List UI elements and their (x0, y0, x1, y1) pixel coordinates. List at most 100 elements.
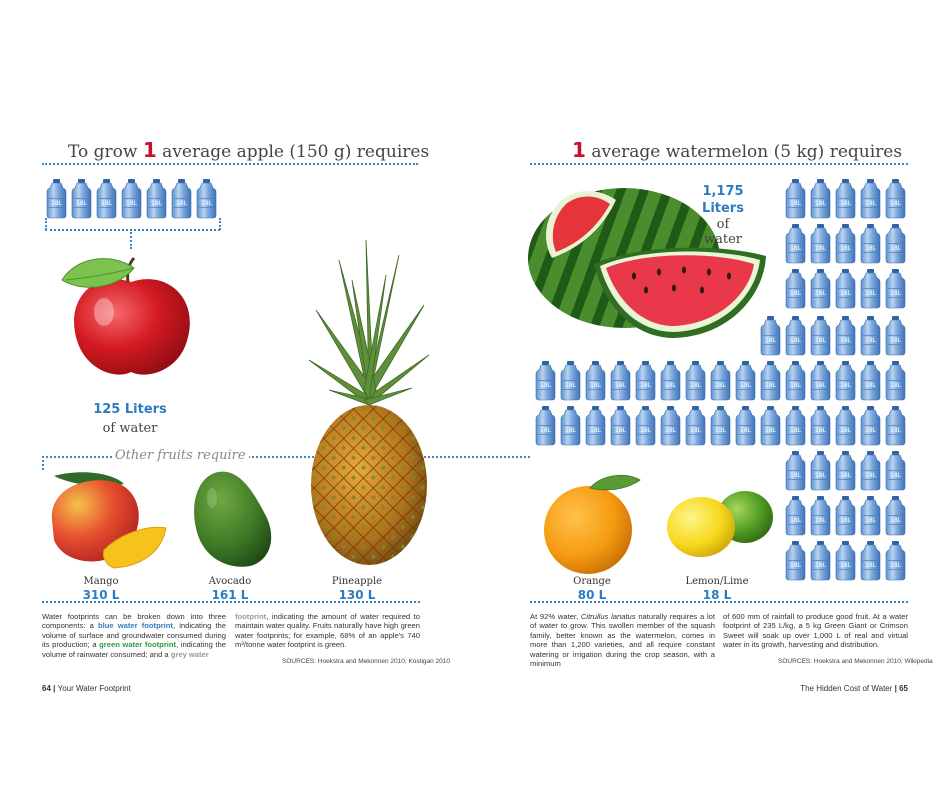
left-bottom-rule (42, 601, 420, 603)
water-bottle-icon: 18L (785, 269, 806, 309)
water-bottle-icon: 18L (810, 451, 831, 491)
svg-text:18L: 18L (690, 382, 702, 389)
text-green-term: green water footprint (99, 640, 177, 650)
water-bottle-icon: 18L (560, 361, 581, 401)
apple-bottle-row: 18L 18L 18L 18L 18L 18L 18L (46, 179, 226, 221)
footer-title: The Hidden Cost of Water (800, 684, 893, 693)
other-fruits-rule (42, 456, 112, 458)
fruit-value-mango: 310 L (82, 588, 120, 602)
text-span: At 92% water, (530, 612, 581, 621)
lemon-lime-image (667, 491, 773, 557)
water-bottle-icon: 18L (835, 361, 856, 401)
water-bottle-icon: 18L (860, 316, 881, 356)
orange-image (544, 474, 641, 574)
fruit-value-lemon-lime: 18 L (702, 588, 732, 602)
svg-text:18L: 18L (815, 245, 827, 252)
water-bottle-icon: 18L (835, 406, 856, 446)
svg-text:18L: 18L (815, 517, 827, 524)
svg-text:18L: 18L (615, 427, 627, 434)
svg-text:18L: 18L (865, 337, 877, 344)
svg-text:18L: 18L (126, 200, 138, 207)
water-bottle-icon: 18L (171, 179, 192, 219)
water-bottle-icon: 18L (810, 269, 831, 309)
svg-text:18L: 18L (540, 382, 552, 389)
apple-of-water: of water (102, 421, 158, 436)
page-number: 65 (899, 684, 908, 693)
svg-text:18L: 18L (51, 200, 63, 207)
water-bottle-icon: 18L (46, 179, 67, 219)
text-span: naturally requires a lot of water to gro… (530, 612, 715, 669)
water-bottle-icon: 18L (735, 361, 756, 401)
water-bottle-icon: 18L (785, 361, 806, 401)
svg-text:18L: 18L (590, 427, 602, 434)
text-grey-term: grey water (170, 649, 209, 659)
svg-text:18L: 18L (865, 245, 877, 252)
pineapple-image (308, 240, 430, 565)
water-bottle-icon: 18L (835, 316, 856, 356)
title-suffix: average watermelon (5 kg) requires (585, 142, 903, 162)
water-bottle-icon: 18L (885, 269, 906, 309)
svg-text:18L: 18L (865, 427, 877, 434)
water-bottle-icon: 18L (760, 361, 781, 401)
svg-text:18L: 18L (890, 290, 902, 297)
svg-text:18L: 18L (765, 427, 777, 434)
page-number: 64 (42, 684, 51, 693)
svg-text:18L: 18L (890, 337, 902, 344)
other-fruits-rule (42, 456, 44, 470)
left-sources: SOURCES: Hoekstra and Mekonnen 2010; Kos… (282, 658, 451, 665)
right-body-col1: At 92% water, Citrullus lanatus naturall… (530, 612, 715, 668)
bracket-line (130, 229, 132, 249)
svg-text:18L: 18L (890, 245, 902, 252)
svg-text:18L: 18L (790, 200, 802, 207)
water-bottle-icon: 18L (535, 361, 556, 401)
svg-text:18L: 18L (840, 290, 852, 297)
left-body-col2: footprint, indicating the amount of wate… (235, 612, 420, 650)
water-bottle-icon: 18L (885, 541, 906, 581)
svg-text:18L: 18L (715, 427, 727, 434)
water-bottle-icon: 18L (121, 179, 142, 219)
title-rule (530, 163, 908, 165)
water-bottle-icon: 18L (71, 179, 92, 219)
water-bottle-icon: 18L (860, 179, 881, 219)
water-bottle-icon: 18L (146, 179, 167, 219)
other-fruits-heading: Other fruits require (112, 448, 249, 463)
svg-text:18L: 18L (101, 200, 113, 207)
svg-text:18L: 18L (790, 382, 802, 389)
svg-text:18L: 18L (540, 427, 552, 434)
fruit-name-pineapple: Pineapple (331, 576, 383, 587)
water-bottle-icon: 18L (885, 496, 906, 536)
svg-text:18L: 18L (640, 427, 652, 434)
svg-text:18L: 18L (740, 427, 752, 434)
svg-text:18L: 18L (715, 382, 727, 389)
title-number: 1 (142, 138, 157, 162)
fruit-name-orange: Orange (573, 576, 611, 587)
water-bottle-icon: 18L (835, 269, 856, 309)
title-suffix: average apple (150 g) requires (156, 142, 430, 162)
svg-text:18L: 18L (890, 427, 902, 434)
fruit-name-mango: Mango (83, 576, 119, 587)
svg-text:18L: 18L (665, 382, 677, 389)
avocado-image (194, 471, 272, 567)
right-sources: SOURCES: Hoekstra and Mekonnen 2010; Wik… (778, 658, 933, 665)
footer-separator: | (892, 684, 900, 693)
water-bottle-icon: 18L (860, 361, 881, 401)
right-body-col2: of 600 mm of rainfall to produce good fr… (723, 612, 908, 650)
svg-text:18L: 18L (690, 427, 702, 434)
water-bottle-icon: 18L (785, 451, 806, 491)
left-page-title: To grow 1 average apple (150 g) requires (68, 138, 429, 162)
svg-text:18L: 18L (815, 427, 827, 434)
water-bottle-icon: 18L (785, 496, 806, 536)
water-bottle-icon: 18L (835, 541, 856, 581)
water-bottle-icon: 18L (685, 361, 706, 401)
svg-text:18L: 18L (615, 382, 627, 389)
right-bottom-rule (530, 601, 908, 603)
svg-text:18L: 18L (790, 472, 802, 479)
text-blue-term: blue water footprint (98, 621, 173, 631)
svg-text:18L: 18L (201, 200, 213, 207)
water-bottle-icon: 18L (785, 316, 806, 356)
water-bottle-icon: 18L (710, 406, 731, 446)
svg-text:18L: 18L (740, 382, 752, 389)
svg-text:18L: 18L (176, 200, 188, 207)
bracket-line (45, 229, 220, 231)
